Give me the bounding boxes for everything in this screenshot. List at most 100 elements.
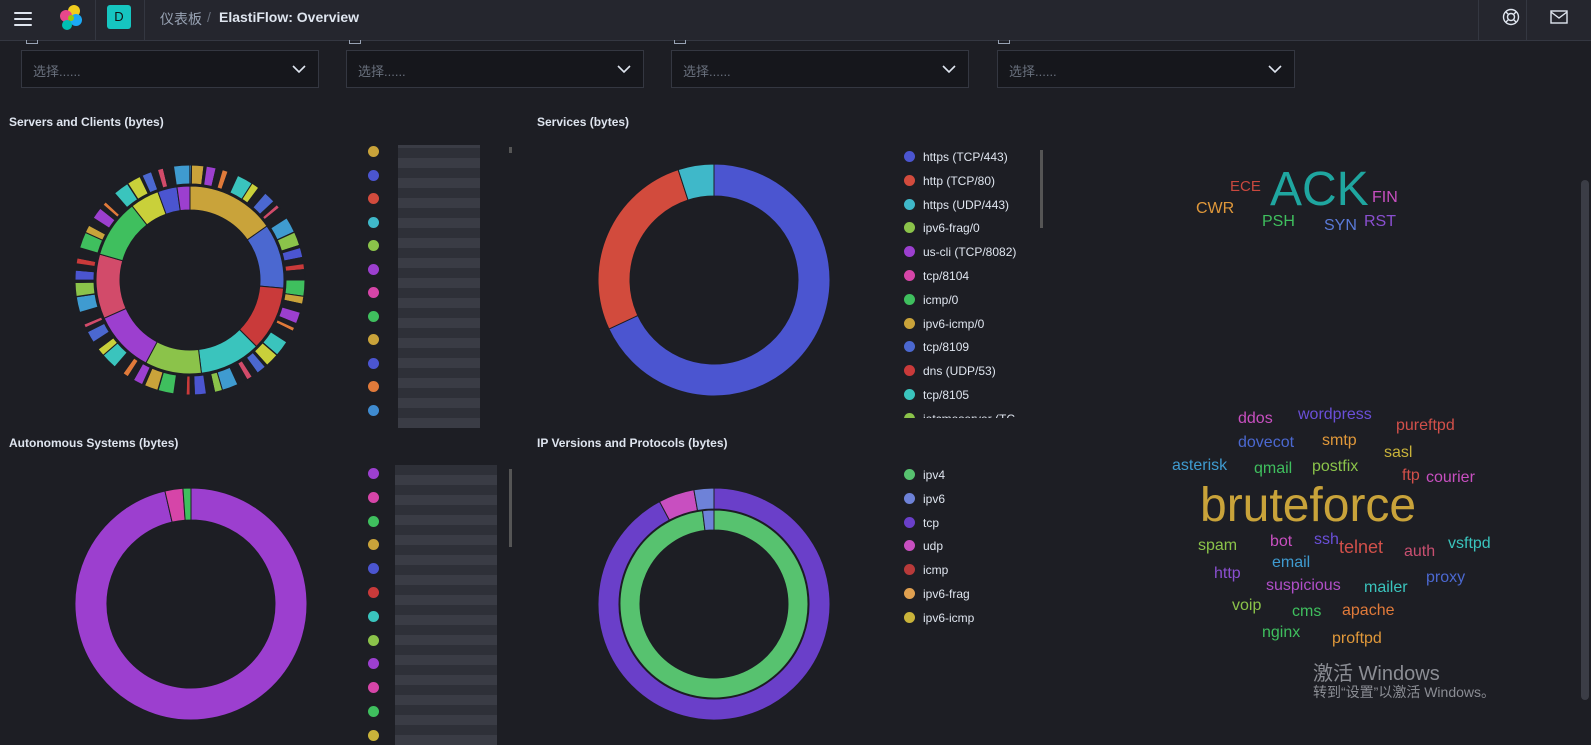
help-icon[interactable] (1502, 8, 1520, 26)
tag-word[interactable]: RST (1364, 213, 1396, 230)
ip-inner-slice[interactable] (701, 509, 715, 532)
legend-label: https (UDP/443) (923, 197, 1010, 212)
tag-word[interactable]: proftpd (1332, 630, 1382, 647)
breadcrumb-dashboards[interactable]: 仪表板 (160, 11, 202, 27)
windows-activation-title: 激活 Windows (1313, 663, 1440, 685)
tag-word[interactable]: auth (1404, 543, 1436, 560)
legend-dot-icon (904, 151, 915, 162)
tag-word[interactable]: email (1272, 554, 1311, 571)
legend-dot-icon (904, 222, 915, 234)
legend-scrollbar[interactable] (1040, 150, 1043, 228)
servers-outer-slice[interactable] (193, 374, 208, 396)
servers-outer-slice[interactable] (172, 164, 192, 186)
legend-scrollbar[interactable] (509, 147, 512, 153)
tag-word[interactable]: qmail (1254, 460, 1293, 477)
tag-word[interactable]: mailer (1364, 579, 1408, 596)
tag-word[interactable]: voip (1232, 597, 1262, 614)
tag-word[interactable]: ssh (1314, 531, 1339, 548)
servers-outer-slice[interactable] (189, 375, 195, 396)
tag-word[interactable]: ftp (1402, 467, 1420, 484)
chevron-down-icon (942, 65, 956, 74)
autonomous-systems-chart[interactable] (71, 484, 311, 724)
tag-word[interactable]: postfix (1312, 458, 1359, 475)
tag-word[interactable]: FIN (1372, 189, 1398, 206)
tag-word[interactable]: wordpress (1298, 406, 1372, 423)
control-label-marker (674, 40, 686, 44)
tag-word[interactable]: ACK (1270, 163, 1369, 216)
tag-word[interactable]: spam (1198, 537, 1238, 554)
breadcrumb-separator: / (207, 9, 211, 25)
filter-select-4[interactable]: 选择...... (997, 50, 1295, 88)
legend-label: ipv6-frag (923, 587, 970, 601)
tag-word[interactable]: vsftpd (1448, 535, 1491, 552)
services-slice[interactable] (677, 163, 715, 201)
menu-icon[interactable] (14, 11, 34, 29)
tag-word[interactable]: SYN (1324, 217, 1357, 234)
ip-outer-slice[interactable] (597, 487, 831, 721)
ip-outer-slice[interactable] (693, 487, 715, 512)
legend-dot-icon (904, 469, 915, 480)
tag-word[interactable]: ddos (1238, 410, 1273, 427)
page-scrollbar[interactable] (1581, 180, 1589, 700)
tag-word[interactable]: apache (1342, 602, 1395, 619)
legend-dot-icon (904, 492, 915, 504)
servers-outer-slice[interactable] (285, 269, 306, 281)
ip-legend: ipv4 ipv6 tcp udp icmp ipv6-frag ipv6-icmp (904, 468, 1044, 628)
header-divider (95, 0, 96, 40)
servers-outer-slice[interactable] (189, 164, 192, 185)
tag-word[interactable]: bruteforce (1200, 479, 1417, 532)
tag-word[interactable]: nginx (1262, 624, 1301, 641)
servers-outer-slice[interactable] (74, 281, 96, 298)
tag-word[interactable]: courier (1426, 469, 1475, 486)
tag-word[interactable]: ECE (1230, 178, 1261, 195)
header-divider (1526, 0, 1527, 40)
tag-word[interactable]: dovecot (1238, 434, 1295, 451)
tag-word[interactable]: bot (1270, 533, 1293, 550)
services-slice[interactable] (597, 169, 689, 330)
select-placeholder: 选择...... (33, 64, 81, 79)
mail-icon[interactable] (1550, 9, 1568, 25)
legend-dot-icon (368, 193, 379, 204)
legend-dot-icon (368, 146, 379, 157)
legend-dot-icon (368, 263, 379, 275)
elastic-logo-icon[interactable] (58, 4, 84, 32)
tag-word[interactable]: sasl (1384, 444, 1413, 461)
tag-word[interactable]: pureftpd (1396, 417, 1455, 434)
select-placeholder: 选择...... (358, 64, 406, 79)
tag-word[interactable]: http (1214, 565, 1241, 582)
ip-versions-chart[interactable] (594, 484, 834, 724)
tag-word[interactable]: PSH (1262, 213, 1295, 230)
legend-scrollbar[interactable] (509, 469, 512, 547)
legend-dot-icon (904, 317, 915, 329)
threat-tags-cloud: ddos wordpress pureftpd dovecot smtp sasl aste… (1150, 400, 1550, 660)
filter-select-1[interactable]: 选择...... (21, 50, 319, 88)
tag-word[interactable]: cms (1292, 603, 1322, 620)
control-label-marker (998, 40, 1010, 44)
legend-dot-icon (904, 412, 915, 418)
filter-select-3[interactable]: 选择...... (671, 50, 969, 88)
legend-dot-icon (368, 169, 379, 181)
tag-word[interactable]: asterisk (1172, 457, 1228, 474)
tag-word[interactable]: CWR (1196, 200, 1235, 217)
legend-dot-icon (904, 198, 915, 210)
filter-select-2[interactable]: 选择...... (346, 50, 644, 88)
tag-word[interactable]: telnet (1339, 537, 1384, 557)
as-slice[interactable] (182, 487, 192, 521)
as-slice[interactable] (74, 487, 308, 721)
ip-inner-slice[interactable] (619, 509, 809, 699)
legend-label: jetcmeserver (TC... (923, 412, 1025, 418)
top-bar (0, 0, 1591, 41)
space-avatar[interactable]: D (107, 5, 131, 29)
tag-word[interactable]: smtp (1322, 432, 1357, 449)
tag-word[interactable]: proxy (1426, 569, 1466, 586)
services-chart[interactable] (594, 160, 834, 400)
panel-title-servers: Servers and Clients (bytes) (9, 115, 164, 129)
tag-word[interactable]: suspicious (1266, 577, 1341, 594)
legend-label: dns (UDP/53) (923, 364, 996, 379)
services-slice[interactable] (608, 163, 831, 397)
servers-inner-slice[interactable] (176, 185, 191, 212)
servers-inner-slice[interactable] (95, 253, 127, 319)
panel-title-services: Services (bytes) (537, 115, 630, 129)
servers-clients-chart[interactable] (60, 160, 320, 400)
legend-label: ipv4 (923, 468, 946, 482)
